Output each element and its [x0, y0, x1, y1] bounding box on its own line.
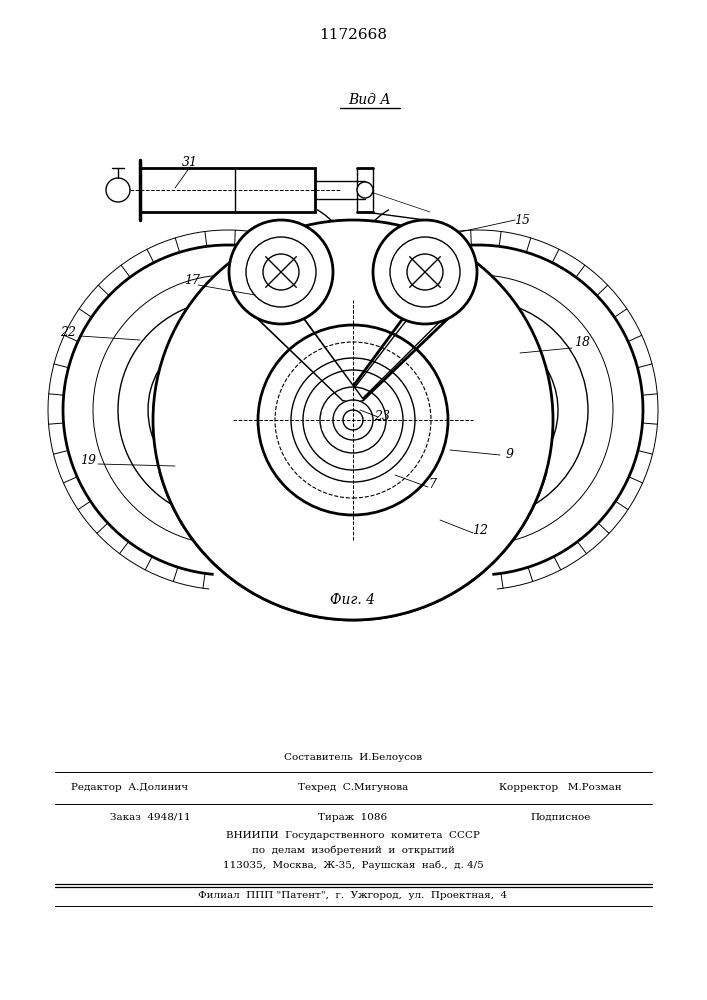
Text: Техред  С.Мигунова: Техред С.Мигунова: [298, 782, 408, 792]
Circle shape: [407, 254, 443, 290]
Circle shape: [390, 237, 460, 307]
Polygon shape: [259, 319, 363, 400]
Text: 9: 9: [506, 448, 514, 462]
Text: 1172668: 1172668: [319, 28, 387, 42]
Bar: [140, 168, 315, 212]
Text: Редактор  А.Долинич: Редактор А.Долинич: [71, 782, 189, 792]
Text: 18: 18: [574, 336, 590, 349]
Circle shape: [246, 237, 316, 307]
Text: Фиг. 4: Фиг. 4: [330, 593, 375, 607]
Circle shape: [153, 220, 553, 620]
Circle shape: [263, 254, 299, 290]
Text: 7: 7: [428, 479, 436, 491]
Text: Корректор   М.Розман: Корректор М.Розман: [498, 782, 621, 792]
Text: Тираж  1086: Тираж 1086: [318, 812, 387, 822]
Text: 17: 17: [184, 273, 200, 286]
Text: 12: 12: [472, 524, 488, 536]
Circle shape: [106, 178, 130, 202]
Text: 19: 19: [80, 454, 96, 466]
Circle shape: [357, 182, 373, 198]
Text: 22: 22: [60, 326, 76, 338]
Text: по  делам  изобретений  и  открытий: по делам изобретений и открытий: [252, 845, 455, 855]
Text: Заказ  4948/11: Заказ 4948/11: [110, 812, 191, 822]
Circle shape: [373, 220, 477, 324]
Text: 23: 23: [374, 410, 390, 424]
Circle shape: [229, 220, 333, 324]
Text: Вид А: Вид А: [349, 93, 392, 107]
Text: 15: 15: [514, 214, 530, 227]
Text: Филиал  ППП "Патент",  г.  Ужгород,  ул.  Проектная,  4: Филиал ППП "Патент", г. Ужгород, ул. Про…: [199, 890, 508, 900]
Text: 31: 31: [182, 155, 198, 168]
Text: Подписное: Подписное: [530, 812, 590, 822]
Text: Составитель  И.Белоусов: Составитель И.Белоусов: [284, 754, 422, 762]
Text: ВНИИПИ  Государственного  комитета  СССР: ВНИИПИ Государственного комитета СССР: [226, 830, 480, 840]
Text: 113035,  Москва,  Ж-35,  Раушская  наб.,  д. 4/5: 113035, Москва, Ж-35, Раушская наб., д. …: [223, 860, 484, 870]
